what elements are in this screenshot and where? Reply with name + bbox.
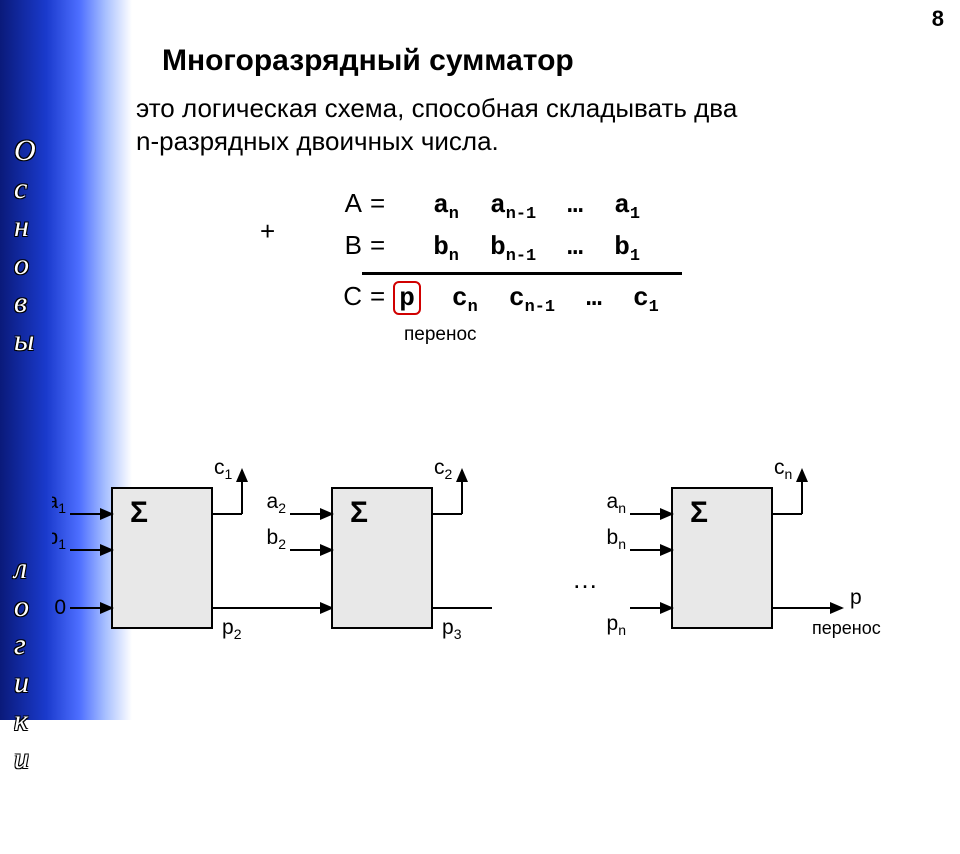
description: это логическая схема, способная складыва… [136, 92, 737, 157]
formula-block: + A = an an-1 … a1 B = bn bn-1 … b1 [292, 188, 682, 346]
adder-diagram: Σa1 b1 0 c1 p2 Σa2 b2 c2 p3 Σan bn pn cn p перенос … [52, 438, 952, 698]
svg-text:a2: a2 [267, 490, 287, 516]
svg-text:p2: p2 [222, 616, 242, 642]
svg-text:b2: b2 [267, 526, 287, 552]
svg-text:pn: pn [607, 612, 626, 638]
svg-text:c2: c2 [434, 456, 453, 482]
svg-text:Σ: Σ [690, 496, 708, 529]
formula-divider [362, 272, 682, 275]
content-area: Многоразрядный сумматор это логическая с… [132, 0, 960, 720]
formula-row-a: A = an an-1 … a1 [292, 188, 682, 224]
formula-row-c: C = p cn cn-1 … c1 [292, 281, 682, 317]
svg-text:0: 0 [54, 596, 66, 619]
svg-text:Σ: Σ [350, 496, 368, 529]
svg-text:перенос: перенос [812, 618, 881, 638]
svg-text:b1: b1 [52, 526, 66, 552]
svg-text:Σ: Σ [130, 496, 148, 529]
svg-text:bn: bn [607, 526, 626, 552]
svg-text:cn: cn [774, 456, 792, 482]
desc-line1: это логическая схема, способная складыва… [136, 93, 737, 123]
desc-line2: n-разрядных двоичных числа. [136, 126, 499, 156]
formula-row-b: B = bn bn-1 … b1 [292, 230, 682, 266]
carry-highlight: p [393, 281, 421, 315]
svg-text:c1: c1 [214, 456, 233, 482]
carry-label: перенос [404, 324, 682, 346]
plus-sign: + [260, 216, 275, 247]
svg-text:an: an [607, 490, 626, 516]
page-title: Многоразрядный сумматор [162, 44, 574, 78]
svg-text:p: p [850, 586, 862, 609]
svg-text:…: … [572, 564, 598, 594]
svg-text:a1: a1 [52, 490, 66, 516]
sidebar-title: О с н о в ы л о г и к и [14, 56, 44, 854]
svg-text:p3: p3 [442, 616, 462, 642]
